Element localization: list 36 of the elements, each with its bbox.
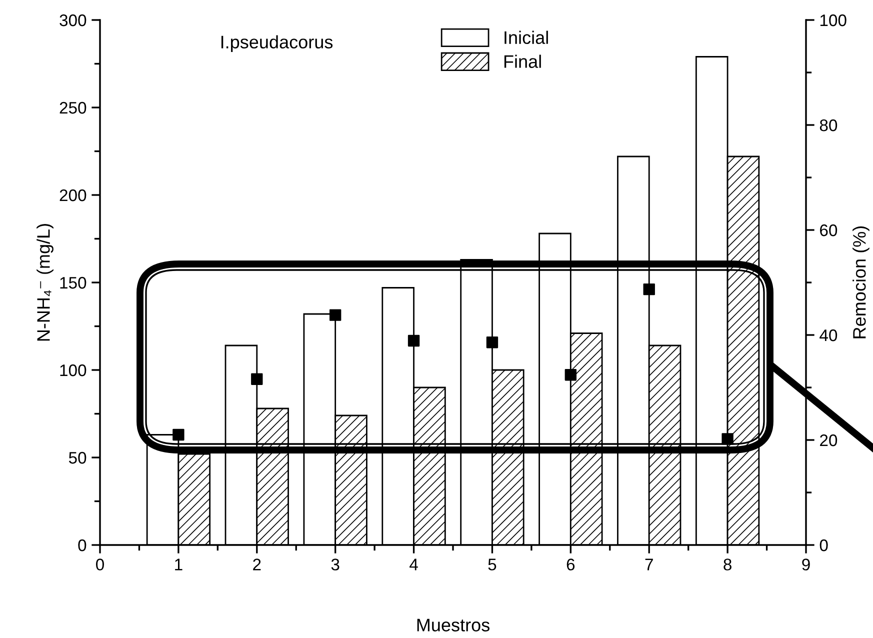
y2-tick-label: 20	[820, 434, 838, 446]
y-tick-label: 0	[78, 539, 86, 552]
point	[643, 283, 655, 296]
legend-label: Inicial	[504, 30, 548, 44]
point	[486, 336, 498, 348]
y2-tick-label: 0	[820, 539, 828, 552]
x-tick-label: 1	[175, 558, 182, 570]
y-tick-label: 50	[68, 452, 86, 464]
x-axis-title: Muestros	[417, 618, 490, 632]
point	[408, 334, 420, 347]
y-tick-label: 200	[60, 189, 86, 202]
y-tick-label: 300	[60, 14, 86, 26]
y2-tick-label: 100	[820, 14, 846, 26]
x-tick-label: 4	[410, 558, 418, 570]
point	[564, 369, 577, 381]
legend-label: Final	[504, 54, 541, 68]
y2-tick-label: 60	[820, 224, 838, 236]
x-tick-label: 0	[96, 558, 104, 570]
y-tick-label: 100	[60, 364, 86, 376]
y2-axis-title: Remocion (%)	[852, 226, 870, 338]
y2-tick-label: 80	[820, 119, 838, 132]
annotation: I.pseudacorus	[221, 35, 333, 52]
x-tick-label: 9	[802, 558, 810, 570]
x-tick-label: 8	[724, 558, 732, 570]
x-tick-label: 6	[566, 558, 575, 570]
x-tick-label: 2	[253, 558, 261, 570]
x-tick-label: 3	[331, 558, 340, 570]
point	[251, 373, 263, 385]
x-tick-label: 7	[645, 558, 653, 570]
x-tick-label: 5	[488, 558, 496, 570]
y-axis-title: N-NH₄⁻ (mg/L)	[36, 224, 54, 341]
y-tick-label: 150	[60, 276, 86, 289]
y-tick-label: 250	[60, 102, 86, 114]
point	[329, 309, 342, 321]
point	[172, 428, 184, 441]
y2-tick-label: 40	[820, 329, 838, 342]
